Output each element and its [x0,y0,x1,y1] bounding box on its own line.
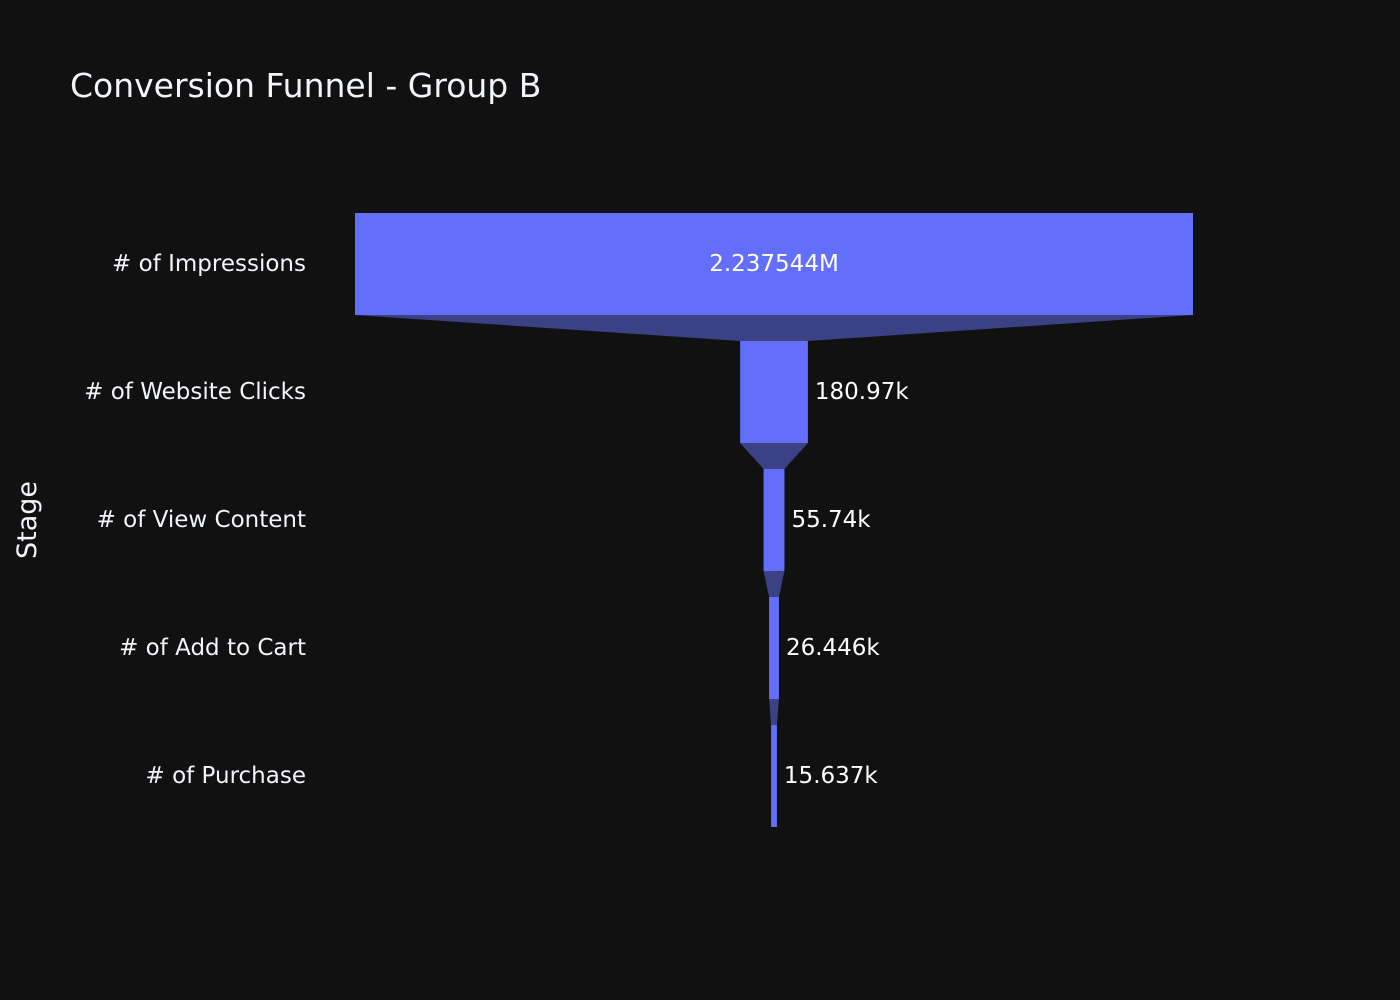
funnel-bar [771,725,777,827]
value-label: 55.74k [791,507,871,533]
value-labels: 2.237544M 180.97k 55.74k 26.446k 15.637k [709,251,909,789]
chart-title: Conversion Funnel - Group B [70,66,542,105]
funnel-connector [355,315,1193,341]
value-label: 15.637k [784,763,878,789]
funnel-bar [763,469,785,571]
value-label: 180.97k [815,379,909,405]
funnel-bar [355,213,1193,315]
funnel-bars [355,213,1193,827]
value-label: 2.237544M [709,251,839,277]
stage-tick-label: # of Purchase [145,763,306,789]
value-label: 26.446k [786,635,880,661]
stage-tick-labels: # of Impressions # of Website Clicks # of … [84,251,306,789]
funnel-connector [769,699,779,725]
stage-tick-label: # of Website Clicks [84,379,306,405]
stage-tick-label: # of View Content [97,507,306,533]
funnel-bar [740,341,808,443]
funnel-connectors [355,315,1193,725]
y-axis-title: Stage [12,481,43,559]
funnel-connector [740,443,808,469]
funnel-bar [769,597,779,699]
funnel-connector [763,571,785,597]
stage-tick-label: # of Impressions [112,251,306,277]
stage-tick-label: # of Add to Cart [119,635,306,661]
